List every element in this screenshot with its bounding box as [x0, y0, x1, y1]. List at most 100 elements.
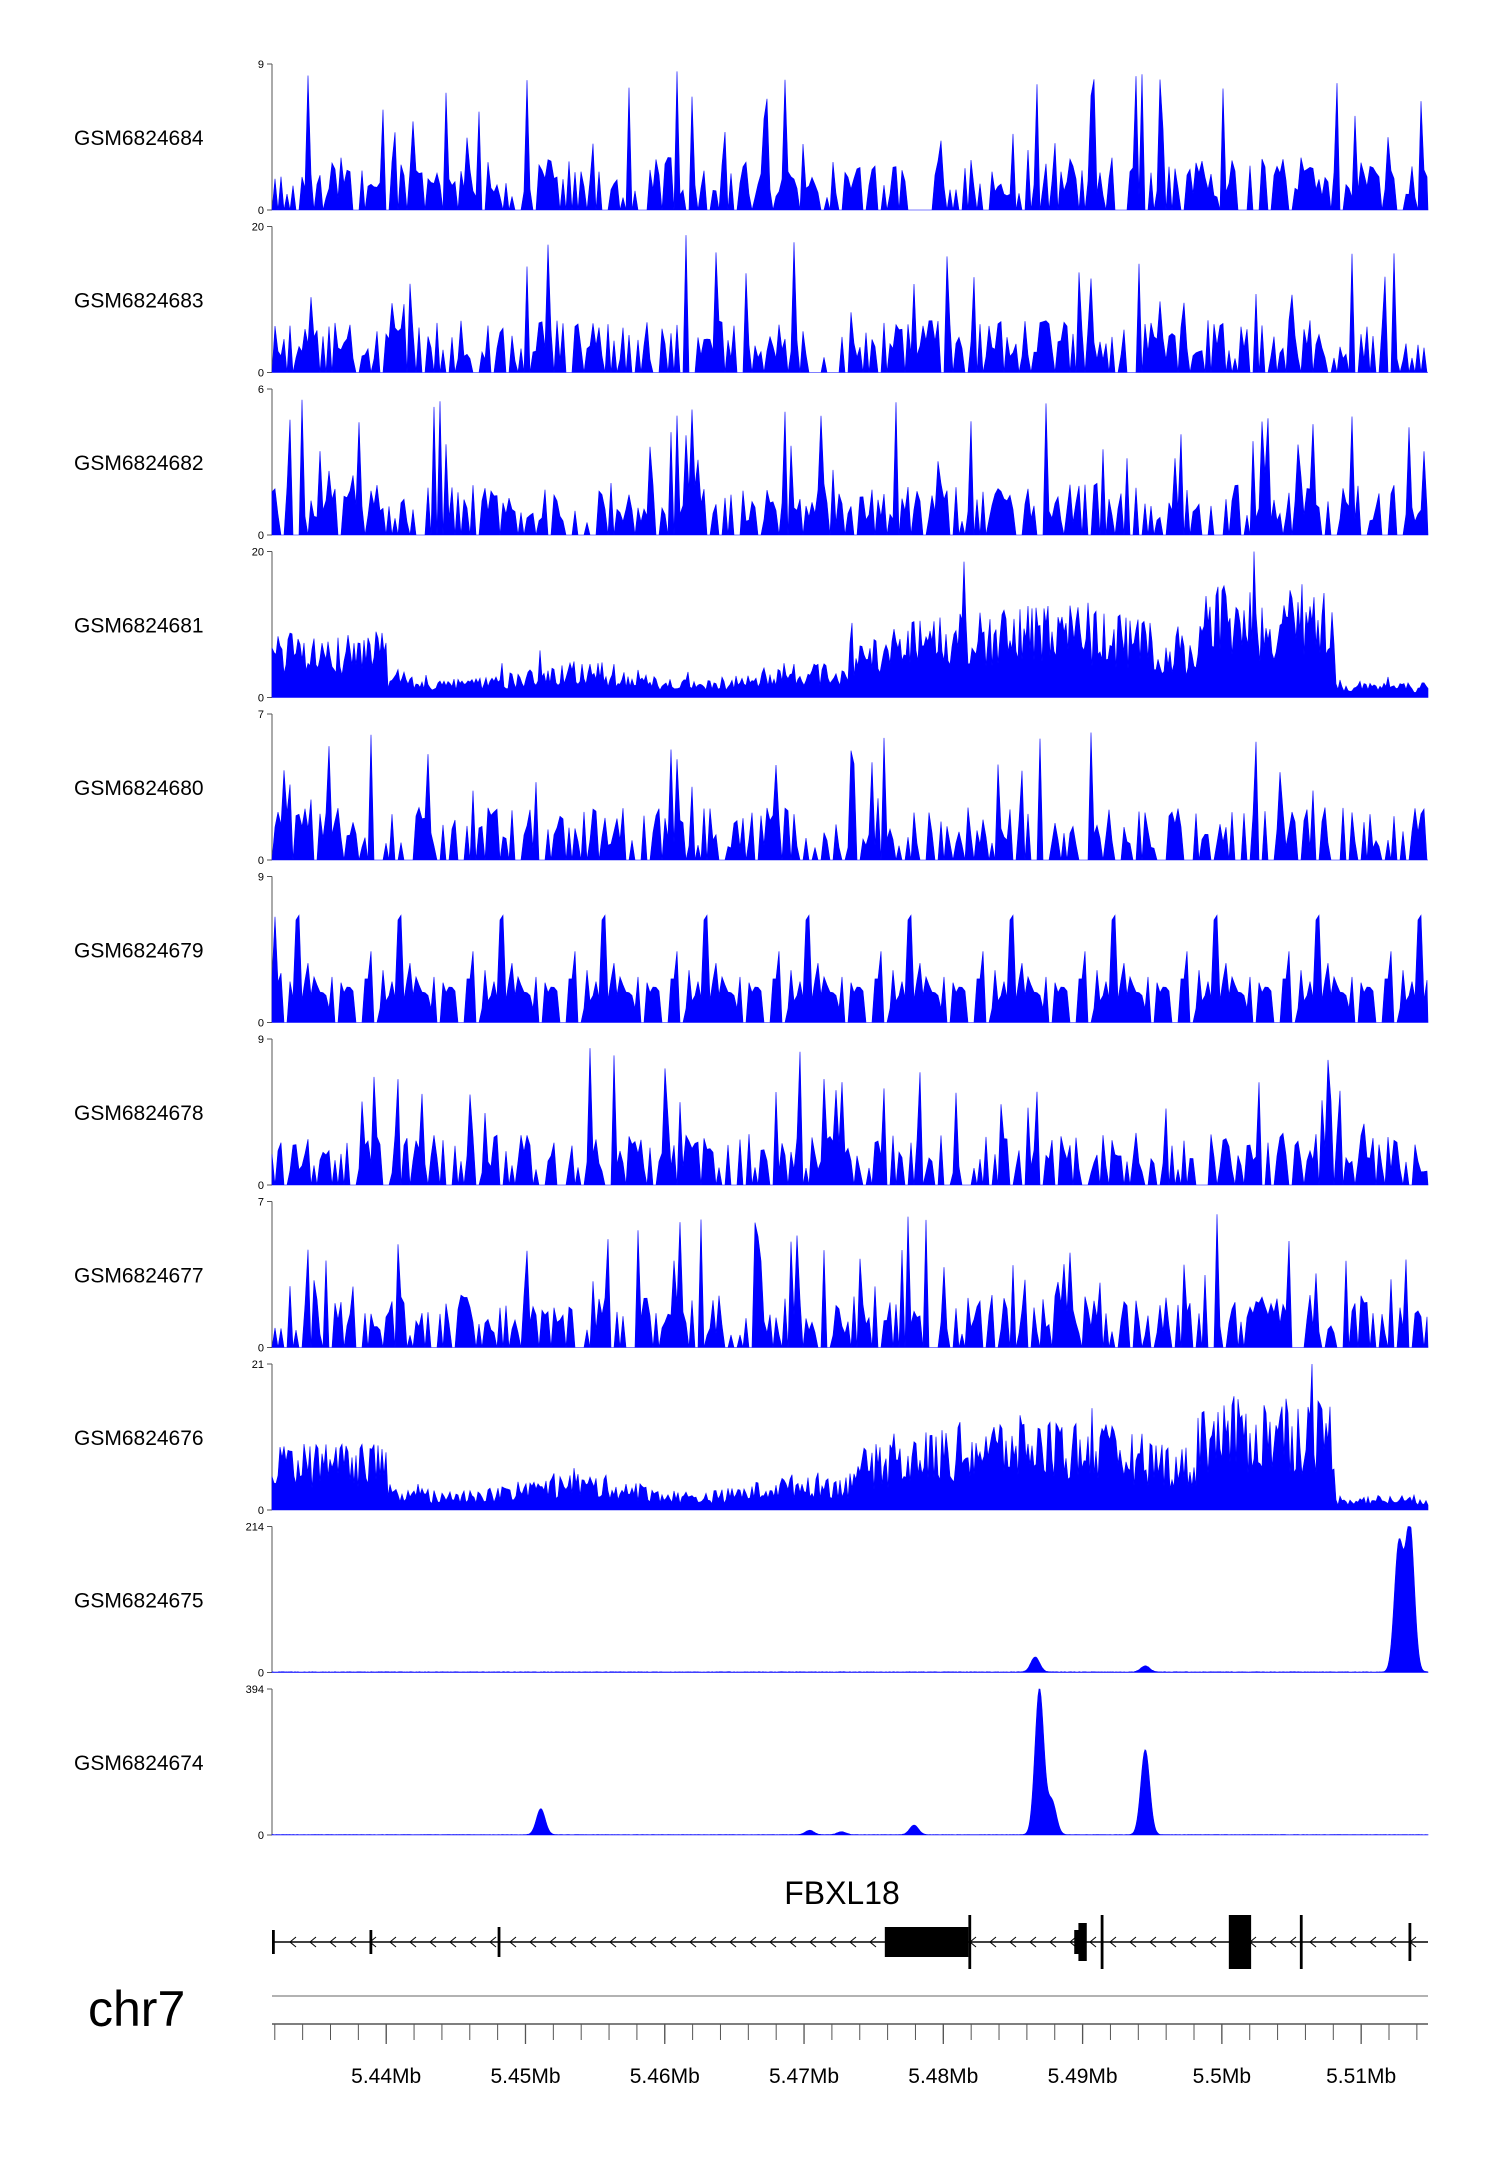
exon [884, 1927, 969, 1957]
track-label: GSM6824683 [74, 290, 204, 313]
strand-arrow [649, 1936, 657, 1948]
track-GSM6824683: GSM6824683 20 0 [74, 222, 1428, 380]
y-min-label: 0 [258, 530, 264, 542]
x-tick-label: 5.44Mb [351, 2065, 421, 2088]
strand-arrow [1009, 1936, 1017, 1948]
y-min-label: 0 [258, 693, 264, 705]
strand-arrow [1169, 1936, 1177, 1948]
strand-arrow [669, 1936, 677, 1948]
exon [968, 1915, 972, 1969]
coverage-area [271, 1688, 1429, 1836]
strand-arrow [509, 1936, 517, 1948]
strand-arrow [1349, 1936, 1357, 1948]
track-GSM6824684: GSM6824684 9 0 [74, 59, 1429, 217]
strand-arrow [469, 1936, 477, 1948]
coverage-area [271, 235, 1428, 373]
exon [1228, 1915, 1252, 1969]
y-max-label: 214 [246, 1522, 264, 1534]
chromosome-label: chr7 [88, 1981, 185, 2037]
y-max-label: 21 [252, 1359, 264, 1371]
exon [1408, 1923, 1412, 1961]
coverage-area [271, 399, 1429, 536]
x-tick-label: 5.45Mb [490, 2065, 560, 2088]
strand-arrow [409, 1936, 417, 1948]
y-min-label: 0 [258, 855, 264, 867]
strand-arrow [709, 1936, 717, 1948]
strand-arrow [289, 1936, 297, 1948]
coverage-area [271, 914, 1429, 1023]
strand-arrow [629, 1936, 637, 1948]
signal-tracks: GSM682468490GSM6824683200GSM682468260GSM… [74, 59, 1429, 1842]
strand-arrow [1129, 1936, 1137, 1948]
track-label: GSM6824675 [74, 1590, 204, 1613]
y-max-label: 7 [258, 709, 264, 721]
strand-arrow [349, 1936, 357, 1948]
strand-arrow [429, 1936, 437, 1948]
strand-arrow [489, 1936, 497, 1948]
y-min-label: 0 [258, 1180, 264, 1192]
strand-arrow [609, 1936, 617, 1948]
track-GSM6824675: GSM6824675 214 0 [74, 1522, 1429, 1680]
y-max-label: 9 [258, 1034, 264, 1046]
track-label: GSM6824676 [74, 1427, 204, 1450]
x-tick-label: 5.47Mb [769, 2065, 839, 2088]
gene-label: FBXL18 [784, 1875, 900, 1911]
y-max-label: 6 [258, 384, 264, 396]
track-GSM6824679: GSM6824679 9 0 [74, 872, 1429, 1030]
coverage-area [271, 1048, 1429, 1186]
track-label: GSM6824681 [74, 615, 204, 638]
strand-arrow [529, 1936, 537, 1948]
y-max-label: 9 [258, 872, 264, 884]
strand-arrow [1269, 1936, 1277, 1948]
strand-arrow [1109, 1936, 1117, 1948]
coverage-area [271, 1363, 1429, 1511]
x-tick-label: 5.51Mb [1326, 2065, 1396, 2088]
strand-arrow [449, 1936, 457, 1948]
strand-arrow [829, 1936, 837, 1948]
y-min-label: 0 [258, 205, 264, 217]
strand-arrow [1389, 1936, 1397, 1948]
strand-arrow [1309, 1936, 1317, 1948]
strand-arrow [1209, 1936, 1217, 1948]
gene-track: FBXL18 [272, 1875, 1428, 1969]
x-tick-label: 5.49Mb [1048, 2065, 1118, 2088]
exon [272, 1930, 275, 1954]
strand-arrow [1189, 1936, 1197, 1948]
y-min-label: 0 [258, 1830, 264, 1842]
strand-arrow [309, 1936, 317, 1948]
coverage-area [271, 1526, 1429, 1673]
strand-arrow [989, 1936, 997, 1948]
exon [1100, 1915, 1104, 1969]
track-GSM6824677: GSM6824677 7 0 [74, 1197, 1429, 1355]
track-label: GSM6824682 [74, 452, 204, 475]
strand-arrow [1049, 1936, 1057, 1948]
strand-arrow [1029, 1936, 1037, 1948]
genome-axis: chr7 5.44Mb 5.45Mb 5.46Mb 5.47Mb 5.48Mb 5.49M… [88, 1981, 1428, 2088]
track-GSM6824676: GSM6824676 21 0 [74, 1359, 1429, 1517]
exon [369, 1930, 373, 1954]
strand-arrow [869, 1936, 877, 1948]
strand-arrow [789, 1936, 797, 1948]
y-min-label: 0 [258, 1668, 264, 1680]
y-max-label: 20 [252, 222, 264, 234]
coverage-area [271, 551, 1429, 698]
track-GSM6824681: GSM6824681 20 0 [74, 547, 1429, 705]
track-label: GSM6824677 [74, 1265, 204, 1288]
coverage-area [271, 71, 1429, 211]
gene-model [272, 1915, 1428, 1969]
track-GSM6824678: GSM6824678 9 0 [74, 1034, 1429, 1192]
exon [497, 1927, 501, 1957]
y-min-label: 0 [258, 1343, 264, 1355]
strand-arrow [1329, 1936, 1337, 1948]
exon [1078, 1923, 1087, 1961]
strand-arrow [749, 1936, 757, 1948]
strand-arrow [689, 1936, 697, 1948]
exon [1299, 1915, 1303, 1969]
y-min-label: 0 [258, 1018, 264, 1030]
y-min-label: 0 [258, 1505, 264, 1517]
strand-arrow [1369, 1936, 1377, 1948]
track-label: GSM6824684 [74, 127, 204, 150]
y-min-label: 0 [258, 368, 264, 380]
coverage-area [271, 1214, 1429, 1348]
